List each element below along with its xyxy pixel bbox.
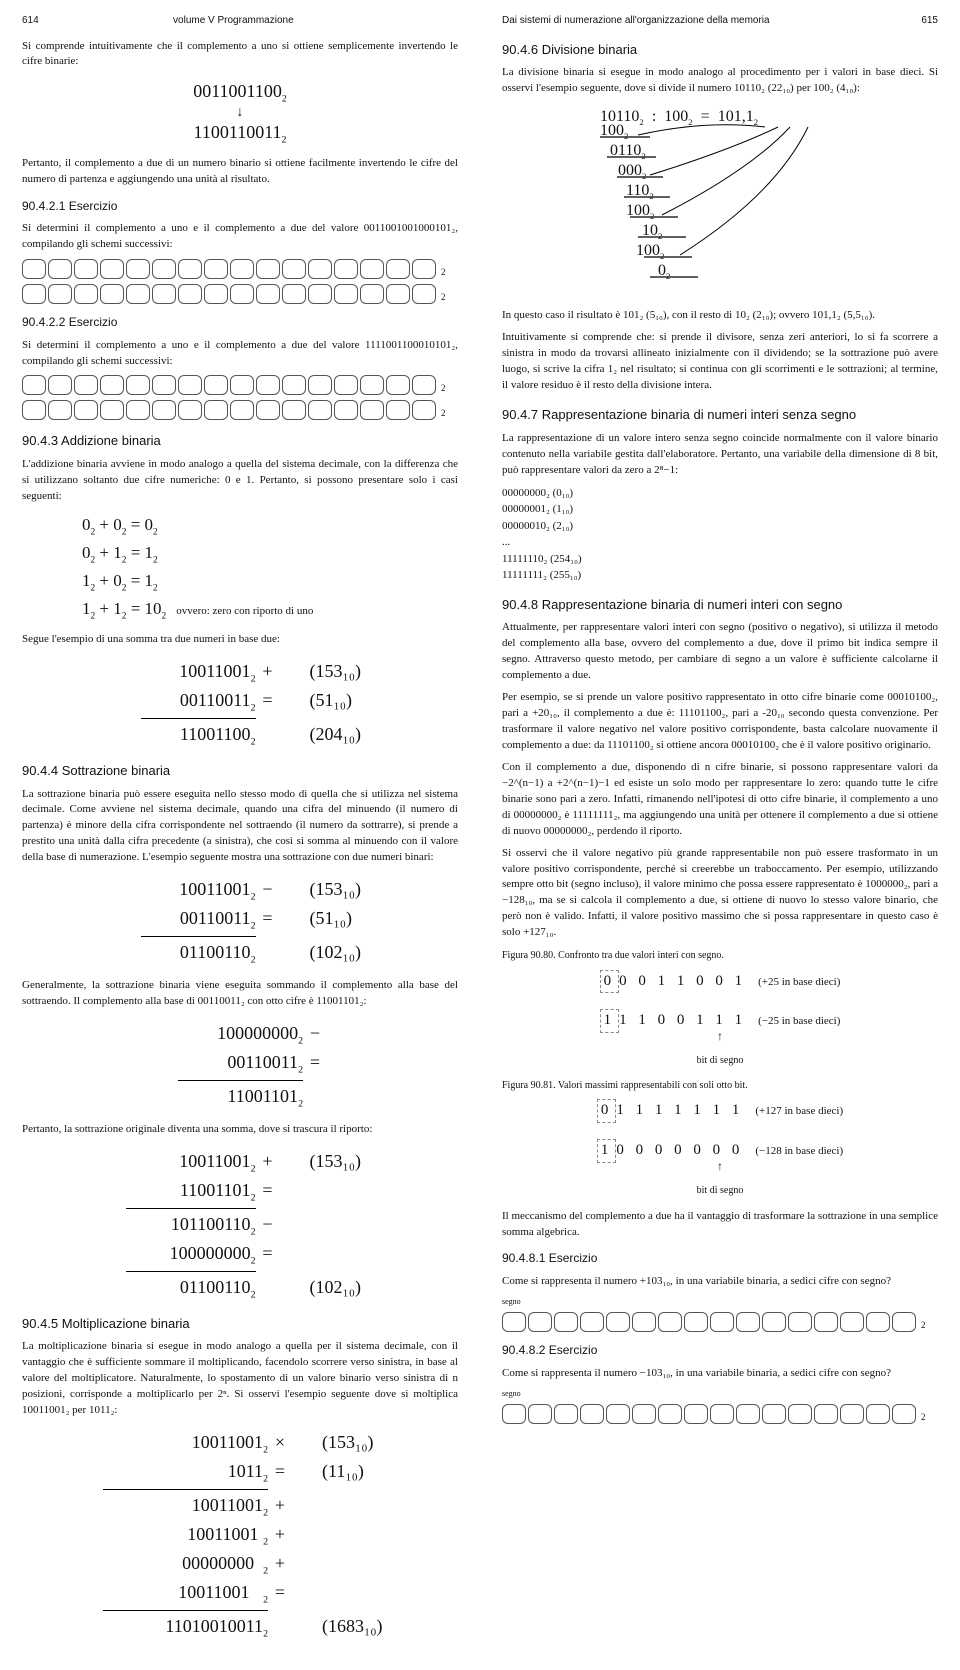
fig80-signlabel: bit di segno xyxy=(502,1054,938,1069)
complement-calc: 1000000002− 001100112= 110011012 xyxy=(153,1020,327,1112)
addition-rules: 02 + 02 = 02 02 + 12 = 12 12 + 02 = 12 1… xyxy=(82,513,458,624)
page-left: 614 volume V Programmazione Si comprende… xyxy=(0,0,480,1670)
section-9047-body: La rappresentazione di un valore intero … xyxy=(502,431,938,479)
up-arrow-icon-2: ↑ xyxy=(502,1163,938,1170)
fig81-signlabel: bit di segno xyxy=(502,1184,938,1199)
section-9044-body3: Pertanto, la sottrazione originale diven… xyxy=(22,1122,458,1138)
section-9048: 90.4.8 Rappresentazione binaria di numer… xyxy=(502,596,938,615)
complement-top: 0011001100 xyxy=(193,81,282,101)
section-90481-q: Come si rappresenta il numero +103₁₀, in… xyxy=(502,1274,938,1290)
section-9048-body4: Si osservi che il valore negativo più gr… xyxy=(502,846,938,942)
section-9048-body5: Il meccanismo del complemento a due ha i… xyxy=(502,1209,938,1241)
exercise-9422-row2: 2 xyxy=(22,400,458,420)
subtraction-example: 100110012−(153₁₀) 001100112=(51₁₀) 01100… xyxy=(106,876,375,968)
section-9044: 90.4.4 Sottrazione binaria xyxy=(22,762,458,781)
section-9046-body: La divisione binaria si esegue in modo a… xyxy=(502,65,938,97)
fig81-label: Figura 90.81. Valori massimi rappresenta… xyxy=(502,1079,938,1094)
section-9046-body2: In questo caso il risultato è 101₂ (5₁₀)… xyxy=(502,308,938,324)
down-arrow-icon: ↓ xyxy=(22,108,458,118)
fig81-a-ann: (+127 in base dieci) xyxy=(755,1105,843,1117)
section-9045-body: La moltiplicazione binaria si esegue in … xyxy=(22,1339,458,1419)
fig80-a-ann: (+25 in base dieci) xyxy=(758,976,840,988)
fig80-b-ann: (−25 in base dieci) xyxy=(758,1015,840,1027)
page-header-right: Dai sistemi di numerazione all'organizza… xyxy=(502,14,938,29)
section-90481: 90.4.8.1 Esercizio xyxy=(502,1250,938,1267)
eq4-note: ovvero: zero con riporto di uno xyxy=(176,605,313,617)
fig80-a-bits: 0 0 1 1 0 0 1 xyxy=(619,973,746,989)
section-9043-body2: Segue l'esempio di una somma tra due num… xyxy=(22,632,458,648)
exercise-90482-row: 2 xyxy=(502,1404,938,1424)
intro-2: Pertanto, il complemento a due di un num… xyxy=(22,156,458,188)
section-9044-body2: Generalmente, la sottrazione binaria vie… xyxy=(22,978,458,1010)
complement-bot: 1100110011 xyxy=(194,122,282,142)
section-9044-body: La sottrazione binaria può essere esegui… xyxy=(22,787,458,867)
section-9045: 90.4.5 Moltiplicazione binaria xyxy=(22,1315,458,1334)
fig80-b-bits: 1 1 0 0 1 1 1 xyxy=(619,1012,746,1028)
complement-figure: 00110011002 ↓ 11001100112 xyxy=(22,78,458,148)
section-90482-q: Come si rappresenta il numero −103₁₀, in… xyxy=(502,1366,938,1382)
fig81-b-ann: (−128 in base dieci) xyxy=(755,1145,843,1157)
page-header-left: 614 volume V Programmazione xyxy=(22,14,458,29)
page-right: Dai sistemi di numerazione all'organizza… xyxy=(480,0,960,1670)
section-9048-body: Attualmente, per rappresentare valori in… xyxy=(502,620,938,684)
volume-title: volume V Programmazione xyxy=(39,14,428,29)
segno-label-1: segno xyxy=(502,1296,938,1308)
chapter-title: Dai sistemi di numerazione all'organizza… xyxy=(502,14,921,29)
intro-1: Si comprende intuitivamente che il compl… xyxy=(22,39,458,71)
page-number-left: 614 xyxy=(22,14,39,29)
fig80-label: Figura 90.80. Confronto tra due valori i… xyxy=(502,949,938,964)
section-9046-body3: Intuitivamente si comprende che: si pren… xyxy=(502,330,938,394)
section-9043-body: L'addizione binaria avviene in modo anal… xyxy=(22,457,458,505)
eq4: 12 + 12 = 102ovvero: zero con riporto di… xyxy=(82,597,458,624)
fig81-a-bits: 1 1 1 1 1 1 1 xyxy=(616,1102,743,1118)
section-9048-body3: Con il complemento a due, disponendo di … xyxy=(502,760,938,840)
eq2: 02 + 12 = 12 xyxy=(82,541,458,568)
section-9421: 90.4.2.1 Esercizio xyxy=(22,198,458,215)
section-9043: 90.4.3 Addizione binaria xyxy=(22,432,458,451)
exercise-9422-row1: 2 xyxy=(22,375,458,395)
section-9048-body2: Per esempio, se si prende un valore posi… xyxy=(502,690,938,754)
eq3: 12 + 02 = 12 xyxy=(82,569,458,596)
section-9422: 90.4.2.2 Esercizio xyxy=(22,314,458,331)
unsigned-range-list: 00000000₂ (0₁₀) 00000001₂ (1₁₀) 00000010… xyxy=(502,485,938,584)
division-figure: 101102 : 1002 = 101,12 1002 01102 0002 1… xyxy=(590,105,850,300)
segno-label-2: segno xyxy=(502,1388,938,1400)
multiplication-example: 100110012×(153₁₀) 10112=(11₁₀) 100110012… xyxy=(93,1429,387,1642)
eq1: 02 + 02 = 02 xyxy=(82,513,458,540)
section-9422-body: Si determini il complemento a uno e il c… xyxy=(22,338,458,370)
up-arrow-icon: ↑ xyxy=(502,1033,938,1040)
exercise-9421-row1: 2 xyxy=(22,259,458,279)
section-9046: 90.4.6 Divisione binaria xyxy=(502,41,938,60)
section-9047: 90.4.7 Rappresentazione binaria di numer… xyxy=(502,406,938,425)
page-number-right: 615 xyxy=(921,14,938,29)
exercise-90481-row: 2 xyxy=(502,1312,938,1332)
section-9421-body: Si determini il complemento a uno e il c… xyxy=(22,221,458,253)
fig81: 01 1 1 1 1 1 1(+127 in base dieci) 10 0 … xyxy=(502,1099,938,1198)
addition-example: 100110012+(153₁₀) 001100112=(51₁₀) 11001… xyxy=(106,658,375,750)
fig80: 00 0 1 1 0 0 1(+25 in base dieci) 11 1 0… xyxy=(502,970,938,1069)
exercise-9421-row2: 2 xyxy=(22,284,458,304)
subtraction-complement-example: 100110012+(153₁₀) 110011012= 1011001102−… xyxy=(106,1148,375,1303)
section-90482: 90.4.8.2 Esercizio xyxy=(502,1342,938,1359)
fig81-b-bits: 0 0 0 0 0 0 0 xyxy=(616,1142,743,1158)
